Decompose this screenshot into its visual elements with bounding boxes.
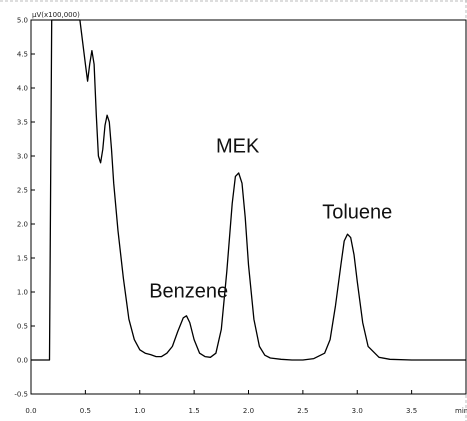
- y-tick-label: 4.0: [17, 85, 28, 93]
- annotation-group: Benzene MEK Toluene: [149, 136, 392, 303]
- x-tick-label: 3.0: [352, 407, 363, 415]
- peak-label: Toluene: [322, 202, 392, 224]
- peak-label: Benzene: [149, 280, 228, 302]
- x-tick-label: 1.0: [134, 407, 145, 415]
- y-tick-label: 2.0: [17, 221, 28, 229]
- y-tick-label: -0.5: [14, 391, 28, 399]
- y-tick-label: 2.5: [17, 187, 28, 195]
- x-tick-label: 1.5: [189, 407, 200, 415]
- y-tick-label: 4.5: [17, 51, 28, 59]
- x-tick-label: 3.5: [406, 407, 417, 415]
- x-axis-label: min: [455, 407, 467, 415]
- y-tick-label: 1.5: [17, 255, 28, 263]
- x-tick-label: 2.0: [243, 407, 254, 415]
- y-tick-label: 1.0: [17, 289, 28, 297]
- x-tick-label: 0.0: [25, 407, 36, 415]
- y-tick-label: 0.5: [17, 323, 28, 331]
- plot-frame: [30, 19, 467, 395]
- x-tick-label: 0.5: [80, 407, 91, 415]
- y-tick-label: 3.0: [17, 153, 28, 161]
- x-tick-label: 2.5: [297, 407, 308, 415]
- y-tick-group: 5.0 4.5 4.0 3.5 3.0 2.5 2.0 1.5 1.0 0.5 0.0 -0.5: [14, 17, 35, 399]
- y-tick-label: 5.0: [17, 17, 28, 25]
- y-tick-label: 3.5: [17, 119, 28, 127]
- series-group: [31, 19, 466, 361]
- chromatogram-trace: [31, 19, 466, 361]
- x-tick-group: 0.0 0.5 1.0 1.5 2.0 2.5 3.0 3.5: [25, 390, 417, 415]
- peak-label: MEK: [216, 136, 260, 158]
- y-axis-label: µV(x100,000): [32, 11, 80, 19]
- y-tick-label: 0.0: [17, 357, 28, 365]
